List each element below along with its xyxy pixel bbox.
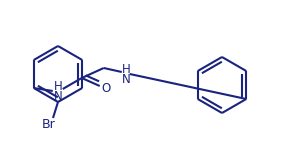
Text: H: H — [121, 62, 130, 76]
Text: N: N — [121, 72, 130, 86]
Text: N: N — [53, 90, 62, 102]
Text: Br: Br — [42, 117, 56, 131]
Text: O: O — [101, 81, 110, 95]
Text: H: H — [53, 80, 62, 92]
